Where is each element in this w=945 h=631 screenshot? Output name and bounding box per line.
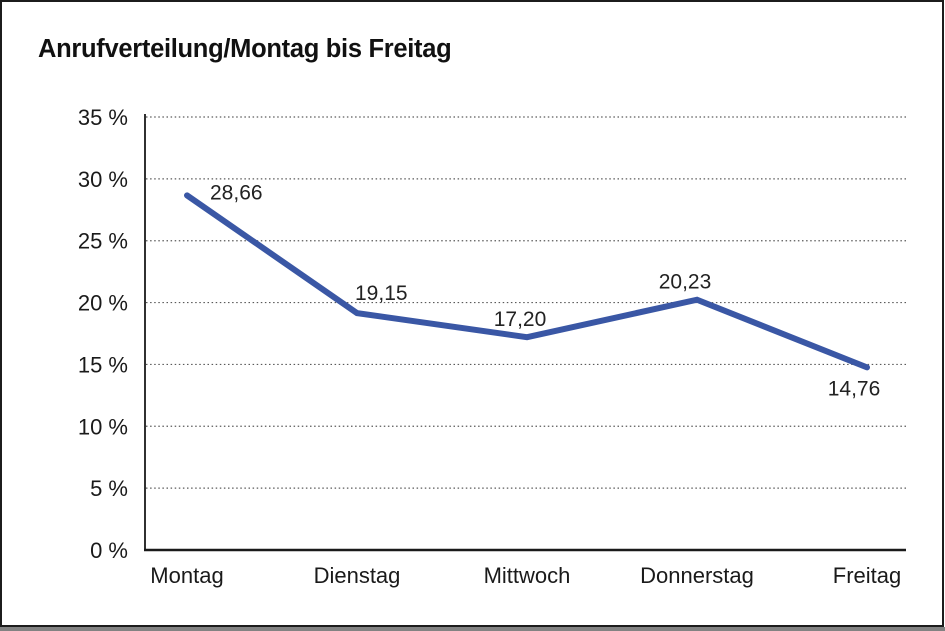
x-axis-category-label: Montag (150, 563, 223, 588)
y-axis-tick-label: 0 % (90, 538, 128, 563)
y-axis-tick-label: 35 % (78, 105, 128, 130)
x-axis-category-label: Mittwoch (484, 563, 571, 588)
chart-frame-shadow (0, 627, 945, 631)
y-axis-tick-label: 10 % (78, 414, 128, 439)
x-axis-labels: Montag Dienstag Mittwoch Donnerstag Freitag (150, 563, 901, 588)
x-axis-category-label: Dienstag (314, 563, 401, 588)
y-axis-tick-label: 5 % (90, 476, 128, 501)
data-line (184, 192, 870, 371)
data-point-label: 20,23 (659, 271, 712, 294)
y-axis-tick-label: 20 % (78, 291, 128, 316)
data-point-label: 17,20 (494, 308, 547, 331)
chart-title: Anrufverteilung/Montag bis Freitag (38, 35, 451, 63)
x-axis-category-label: Freitag (833, 563, 901, 588)
y-axis-tick-label: 25 % (78, 229, 128, 254)
y-axis-tick-label: 30 % (78, 167, 128, 192)
y-axis-tick-label: 15 % (78, 352, 128, 377)
y-axis-labels: 0 % 5 % 10 % 15 % 20 % 25 % 30 % 35 % (78, 105, 128, 563)
data-point-label: 19,15 (355, 282, 408, 305)
data-point-label: 28,66 (210, 181, 263, 204)
data-point-label: 14,76 (828, 377, 881, 400)
data-point-labels: 28,66 19,15 17,20 20,23 14,76 (210, 181, 880, 400)
x-axis-category-label: Donnerstag (640, 563, 754, 588)
